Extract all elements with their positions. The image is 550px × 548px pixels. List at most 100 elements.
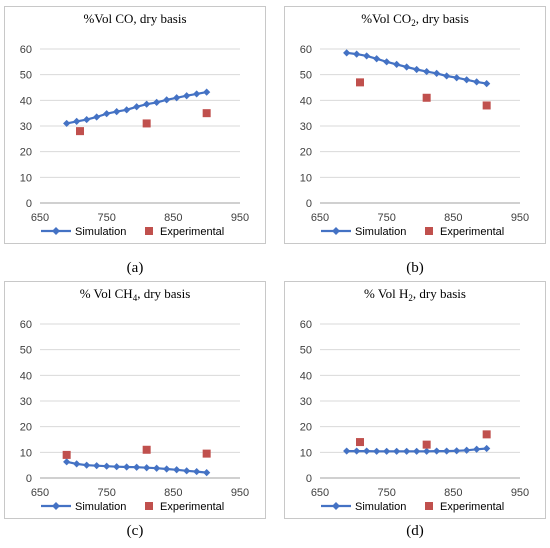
- simulation-point: [63, 458, 71, 466]
- simulation-point: [443, 447, 451, 455]
- simulation-point: [423, 447, 431, 455]
- y-tick-label: 30: [300, 396, 312, 408]
- simulation-point: [343, 49, 351, 57]
- simulation-point: [473, 78, 481, 86]
- x-tick-label: 950: [511, 487, 529, 499]
- x-tick-label: 750: [97, 487, 115, 499]
- y-tick-label: 40: [300, 370, 312, 382]
- chart-b: %Vol CO2, dry basis 0 10 20 30 40 50 60 650 750 85…: [300, 11, 529, 238]
- experimental-point: [142, 119, 151, 128]
- y-tick-label: 40: [20, 370, 32, 382]
- experimental-point: [356, 438, 364, 447]
- simulation-point: [433, 69, 441, 77]
- simulation-point: [483, 444, 491, 453]
- simulation-point: [173, 466, 181, 474]
- chart-panel-b: %Vol CO2, dry basis 0 10 20 30 40 50 60 650 750 85…: [284, 6, 546, 244]
- simulation-point: [393, 60, 401, 68]
- y-tick-label: 10: [300, 447, 312, 459]
- y-tick-label: 50: [20, 345, 32, 357]
- simulation-point: [443, 72, 451, 80]
- caption-c: (c): [126, 523, 144, 539]
- simulation-point: [73, 117, 81, 125]
- legend-simulation-marker: [52, 227, 60, 235]
- simulation-point: [163, 465, 171, 473]
- y-tick-label: 60: [20, 319, 32, 331]
- x-tick-label: 850: [164, 487, 182, 499]
- simulation-point: [353, 447, 361, 455]
- x-tick-label: 850: [444, 212, 462, 224]
- simulation-point: [153, 464, 161, 472]
- x-tick-label: 750: [377, 212, 395, 224]
- y-tick-label: 50: [300, 70, 312, 82]
- simulation-point: [433, 447, 441, 455]
- experimental-point: [62, 450, 71, 459]
- caption-a: (a): [126, 260, 144, 276]
- simulation-point: [423, 67, 431, 76]
- simulation-point: [453, 447, 461, 455]
- legend-experimental-marker: [425, 502, 433, 510]
- simulation-point: [193, 467, 201, 476]
- chart-title: % Vol CH4, dry basis: [80, 286, 191, 303]
- simulation-point: [353, 50, 361, 58]
- simulation-point: [383, 58, 391, 66]
- y-tick-label: 40: [20, 95, 32, 107]
- simulation-point: [113, 108, 121, 116]
- x-tick-label: 650: [311, 487, 329, 499]
- legend-simulation-label: Simulation: [355, 226, 406, 238]
- chart-d: % Vol H2, dry basis 0 10 20 30 40 50 60 650 750 85…: [300, 286, 529, 513]
- y-tick-label: 60: [20, 44, 32, 56]
- experimental-point: [422, 93, 431, 102]
- experimental-point: [76, 127, 84, 136]
- legend-simulation-marker: [332, 502, 340, 510]
- simulation-point: [203, 88, 211, 96]
- chart-title: % Vol H2, dry basis: [364, 286, 466, 303]
- x-tick-label: 650: [31, 487, 49, 499]
- x-tick-label: 950: [511, 212, 529, 224]
- simulation-point: [373, 447, 381, 455]
- y-tick-label: 30: [20, 396, 32, 408]
- experimental-point: [356, 78, 364, 87]
- simulation-point: [93, 462, 101, 470]
- simulation-point: [363, 447, 371, 455]
- legend-experimental-label: Experimental: [440, 501, 504, 513]
- y-tick-label: 20: [300, 422, 312, 434]
- experimental-point: [202, 449, 211, 458]
- legend-simulation-label: Simulation: [75, 501, 126, 513]
- simulation-point: [183, 467, 191, 475]
- simulation-point: [83, 461, 91, 469]
- legend-simulation-marker: [52, 502, 60, 510]
- experimental-point: [482, 101, 491, 110]
- caption-b: (b): [406, 260, 424, 276]
- legend-experimental-marker: [145, 227, 153, 235]
- legend-experimental-label: Experimental: [160, 226, 224, 238]
- simulation-point: [483, 80, 491, 88]
- simulation-point: [143, 100, 151, 108]
- x-tick-label: 850: [164, 212, 182, 224]
- legend-simulation-marker: [332, 227, 340, 235]
- y-tick-label: 0: [306, 473, 312, 485]
- simulation-point: [163, 96, 171, 104]
- y-tick-label: 20: [300, 147, 312, 159]
- simulation-point: [83, 115, 91, 124]
- simulation-point: [463, 76, 471, 84]
- simulation-point: [153, 98, 161, 106]
- y-tick-label: 10: [20, 447, 32, 459]
- simulation-point: [73, 460, 81, 468]
- simulation-point: [133, 463, 141, 471]
- simulation-point: [143, 464, 151, 472]
- x-tick-label: 650: [31, 212, 49, 224]
- simulation-point: [413, 447, 421, 455]
- simulation-point: [393, 447, 401, 455]
- y-tick-label: 10: [20, 172, 32, 184]
- simulation-point: [173, 94, 181, 102]
- x-tick-label: 750: [377, 487, 395, 499]
- simulation-point: [193, 90, 201, 98]
- simulation-point: [123, 463, 131, 471]
- x-tick-label: 850: [444, 487, 462, 499]
- y-tick-label: 60: [300, 319, 312, 331]
- legend-experimental-marker: [145, 502, 153, 510]
- simulation-point: [383, 447, 391, 455]
- x-tick-label: 750: [97, 212, 115, 224]
- simulation-point: [403, 63, 411, 71]
- simulation-point: [363, 52, 371, 60]
